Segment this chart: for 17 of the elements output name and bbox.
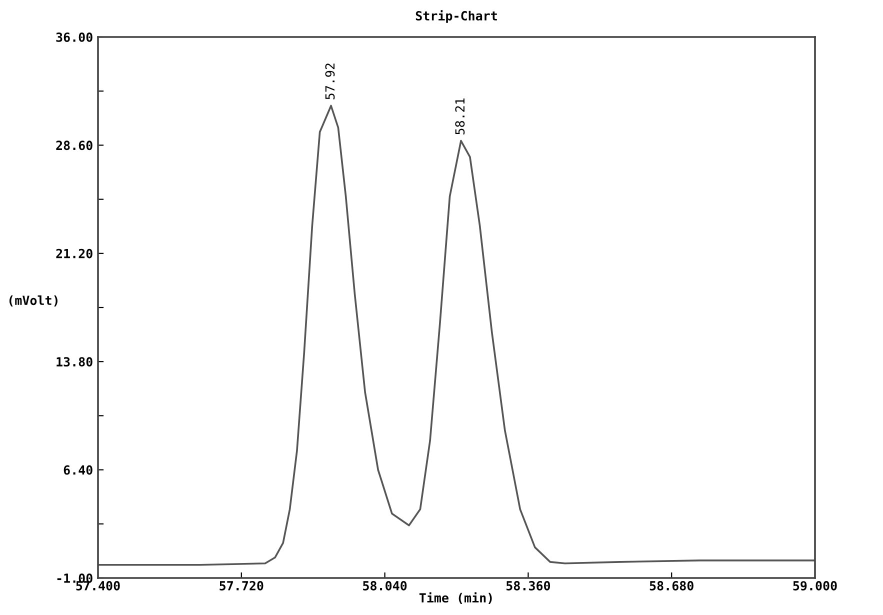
x-tick-label: 58.360 [506, 581, 550, 590]
chart-title: Strip-Chart [416, 10, 497, 23]
annotation: 58.21 [455, 98, 465, 134]
y-tick-label: 21.20 [56, 248, 92, 258]
x-axis-title: Time (min) [419, 592, 492, 604]
x-tick-label: 57.400 [76, 581, 120, 590]
y-tick-label: 6.40 [64, 465, 92, 475]
annotation: 57.92 [325, 64, 335, 100]
y-tick-label: 13.80 [56, 357, 92, 367]
y-axis-title: (mVolt) [9, 295, 58, 307]
x-tick-label: 58.040 [363, 581, 407, 590]
x-tick-label: 57.720 [220, 581, 264, 590]
y-tick-label: 28.60 [56, 140, 92, 150]
y-tick-label: -1.00 [57, 573, 92, 583]
y-tick-label: 36.00 [56, 32, 92, 42]
x-tick-label: 59.000 [793, 581, 837, 591]
x-tick-label: 58.680 [650, 581, 694, 590]
